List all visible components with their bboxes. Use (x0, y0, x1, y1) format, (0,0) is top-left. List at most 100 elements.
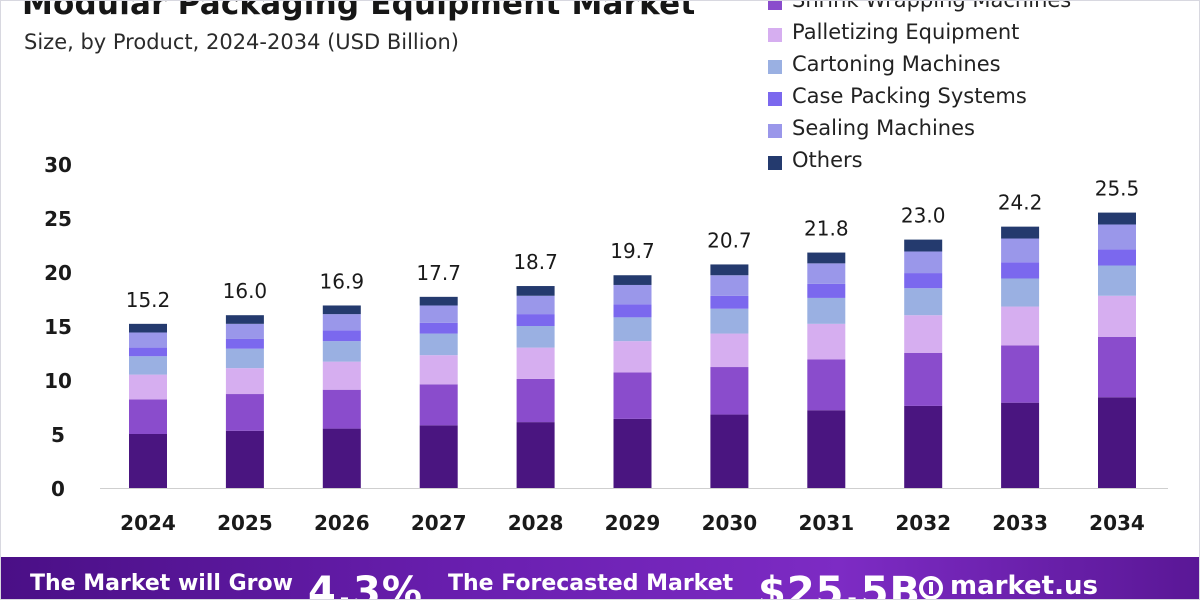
x-tick-label: 2032 (895, 511, 951, 535)
bar-segment-palletizing-equipment (419, 355, 458, 385)
bar-segment-sealing-machines (1001, 238, 1040, 263)
y-tick-label: 25 (44, 207, 72, 231)
x-tick-label: 2033 (992, 511, 1048, 535)
bar-segment-others (613, 275, 652, 285)
bar-total-label: 24.2 (998, 191, 1043, 215)
bar-segment-shrink-wrapping-machines (807, 359, 846, 411)
legend: Shrink Wrapping Machines Palletizing Equ… (768, 0, 1188, 180)
chart-title: Modular Packaging Equipment Market (22, 0, 696, 22)
legend-label: Palletizing Equipment (792, 20, 1020, 44)
bar-total-label: 18.7 (513, 250, 558, 274)
bar-segment-shrink-wrapping-machines (322, 389, 361, 429)
bar-segment-cartoning-machines (1098, 265, 1136, 296)
bar-total-label: 16.0 (223, 279, 268, 303)
bar-segment-others (225, 315, 264, 324)
bar-segment-cartoning-machines (710, 308, 749, 334)
legend-swatch (768, 124, 782, 138)
y-tick-label: 15 (44, 315, 72, 339)
bar-segment-case-packing-systems (1098, 249, 1136, 266)
bar-segment-shrink-wrapping-machines (613, 372, 652, 419)
bar-segment-shrink-wrapping-machines (419, 384, 458, 426)
bar-total-label: 25.5 (1095, 177, 1140, 201)
x-tick-label: 2034 (1089, 511, 1145, 535)
legend-label: Others (792, 148, 863, 172)
legend-swatch (768, 92, 782, 106)
y-tick-label: 10 (44, 369, 72, 393)
footer-banner: The Market will Grow 4.3% The Forecasted… (0, 557, 1200, 600)
bar-segment-others (516, 286, 555, 296)
footer-forecast-value: $25.5B (758, 569, 922, 600)
legend-swatch (768, 60, 782, 74)
bar-segment-sealing-machines (322, 314, 361, 331)
bar-segment-cartoning-machines (1001, 278, 1040, 307)
bar-segment-others (129, 323, 167, 333)
bar-total-label: 20.7 (707, 228, 752, 252)
bar-segment-shrink-wrapping-machines (904, 353, 943, 406)
bar-segment-palletizing-equipment (225, 368, 264, 395)
y-tick-label: 20 (44, 261, 72, 285)
bar-segment-shrink-wrapping-machines (710, 367, 749, 415)
bar-segment-case-packing-systems (807, 283, 846, 298)
legend-label: Case Packing Systems (792, 84, 1027, 108)
bar-segment-filling-machines (225, 430, 264, 488)
footer-cagr-value: 4.3% (308, 569, 423, 600)
bar-segment-others (419, 296, 458, 306)
bar-segment-others (322, 305, 361, 315)
bar-segment-palletizing-equipment (807, 323, 846, 360)
y-tick-label: 30 (44, 153, 72, 177)
bar-segment-others (1098, 212, 1136, 225)
market-us-brand: market.us (950, 571, 1098, 600)
bar-segment-filling-machines (419, 425, 458, 488)
bar-segment-shrink-wrapping-machines (516, 378, 555, 423)
y-tick-label: 5 (51, 423, 65, 447)
bar-segment-cartoning-machines (225, 348, 264, 369)
legend-item-case-packing: Case Packing Systems (768, 84, 1188, 116)
x-tick-label: 2026 (314, 511, 370, 535)
bar-segment-case-packing-systems (129, 347, 167, 357)
legend-swatch (768, 28, 782, 42)
bar-segment-cartoning-machines (904, 288, 943, 316)
bar-segment-case-packing-systems (613, 304, 652, 318)
bar-segment-cartoning-machines (516, 326, 555, 348)
x-tick-label: 2028 (508, 511, 564, 535)
bar-segment-cartoning-machines (129, 356, 167, 375)
bar-segment-sealing-machines (1098, 224, 1136, 250)
bar-segment-case-packing-systems (419, 322, 458, 334)
bar-total-label: 23.0 (901, 204, 946, 228)
legend-label: Sealing Machines (792, 116, 975, 140)
footer-forecast-text: The Forecasted Market (448, 571, 734, 596)
legend-item-sealing: Sealing Machines (768, 116, 1188, 148)
bar-segment-filling-machines (904, 405, 943, 488)
bar-segment-sealing-machines (807, 263, 846, 284)
bar-segment-filling-machines (322, 428, 361, 488)
bar-segment-shrink-wrapping-machines (1001, 345, 1040, 403)
stacked-bar-chart: 05101520253015.2202416.0202516.9202617.7… (44, 153, 1168, 535)
bar-segment-palletizing-equipment (904, 315, 943, 353)
bar-segment-filling-machines (1098, 397, 1136, 488)
legend-item-palletizing: Palletizing Equipment (768, 20, 1188, 52)
bar-total-label: 19.7 (610, 239, 655, 263)
x-tick-label: 2025 (217, 511, 273, 535)
legend-label: Shrink Wrapping Machines (792, 0, 1072, 12)
bar-segment-sealing-machines (225, 323, 264, 339)
bar-segment-case-packing-systems (225, 338, 264, 349)
bar-total-label: 16.9 (320, 269, 365, 293)
bar-segment-palletizing-equipment (710, 333, 749, 368)
market-us-logo-icon (919, 576, 943, 600)
bar-segment-case-packing-systems (322, 330, 361, 342)
bar-segment-palletizing-equipment (129, 374, 167, 400)
bar-segment-filling-machines (613, 418, 652, 488)
bar-segment-sealing-machines (613, 284, 652, 305)
bar-total-label: 15.2 (126, 288, 171, 312)
bar-segment-case-packing-systems (516, 314, 555, 326)
legend-swatch (768, 0, 782, 10)
bar-segment-sealing-machines (419, 305, 458, 323)
bar-segment-filling-machines (129, 434, 167, 488)
legend-swatch (768, 156, 782, 170)
x-tick-label: 2029 (605, 511, 661, 535)
bar-segment-sealing-machines (904, 251, 943, 274)
bar-segment-cartoning-machines (322, 341, 361, 362)
bar-segment-filling-machines (710, 414, 749, 488)
legend-item-others: Others (768, 148, 1188, 180)
bar-segment-palletizing-equipment (322, 361, 361, 390)
